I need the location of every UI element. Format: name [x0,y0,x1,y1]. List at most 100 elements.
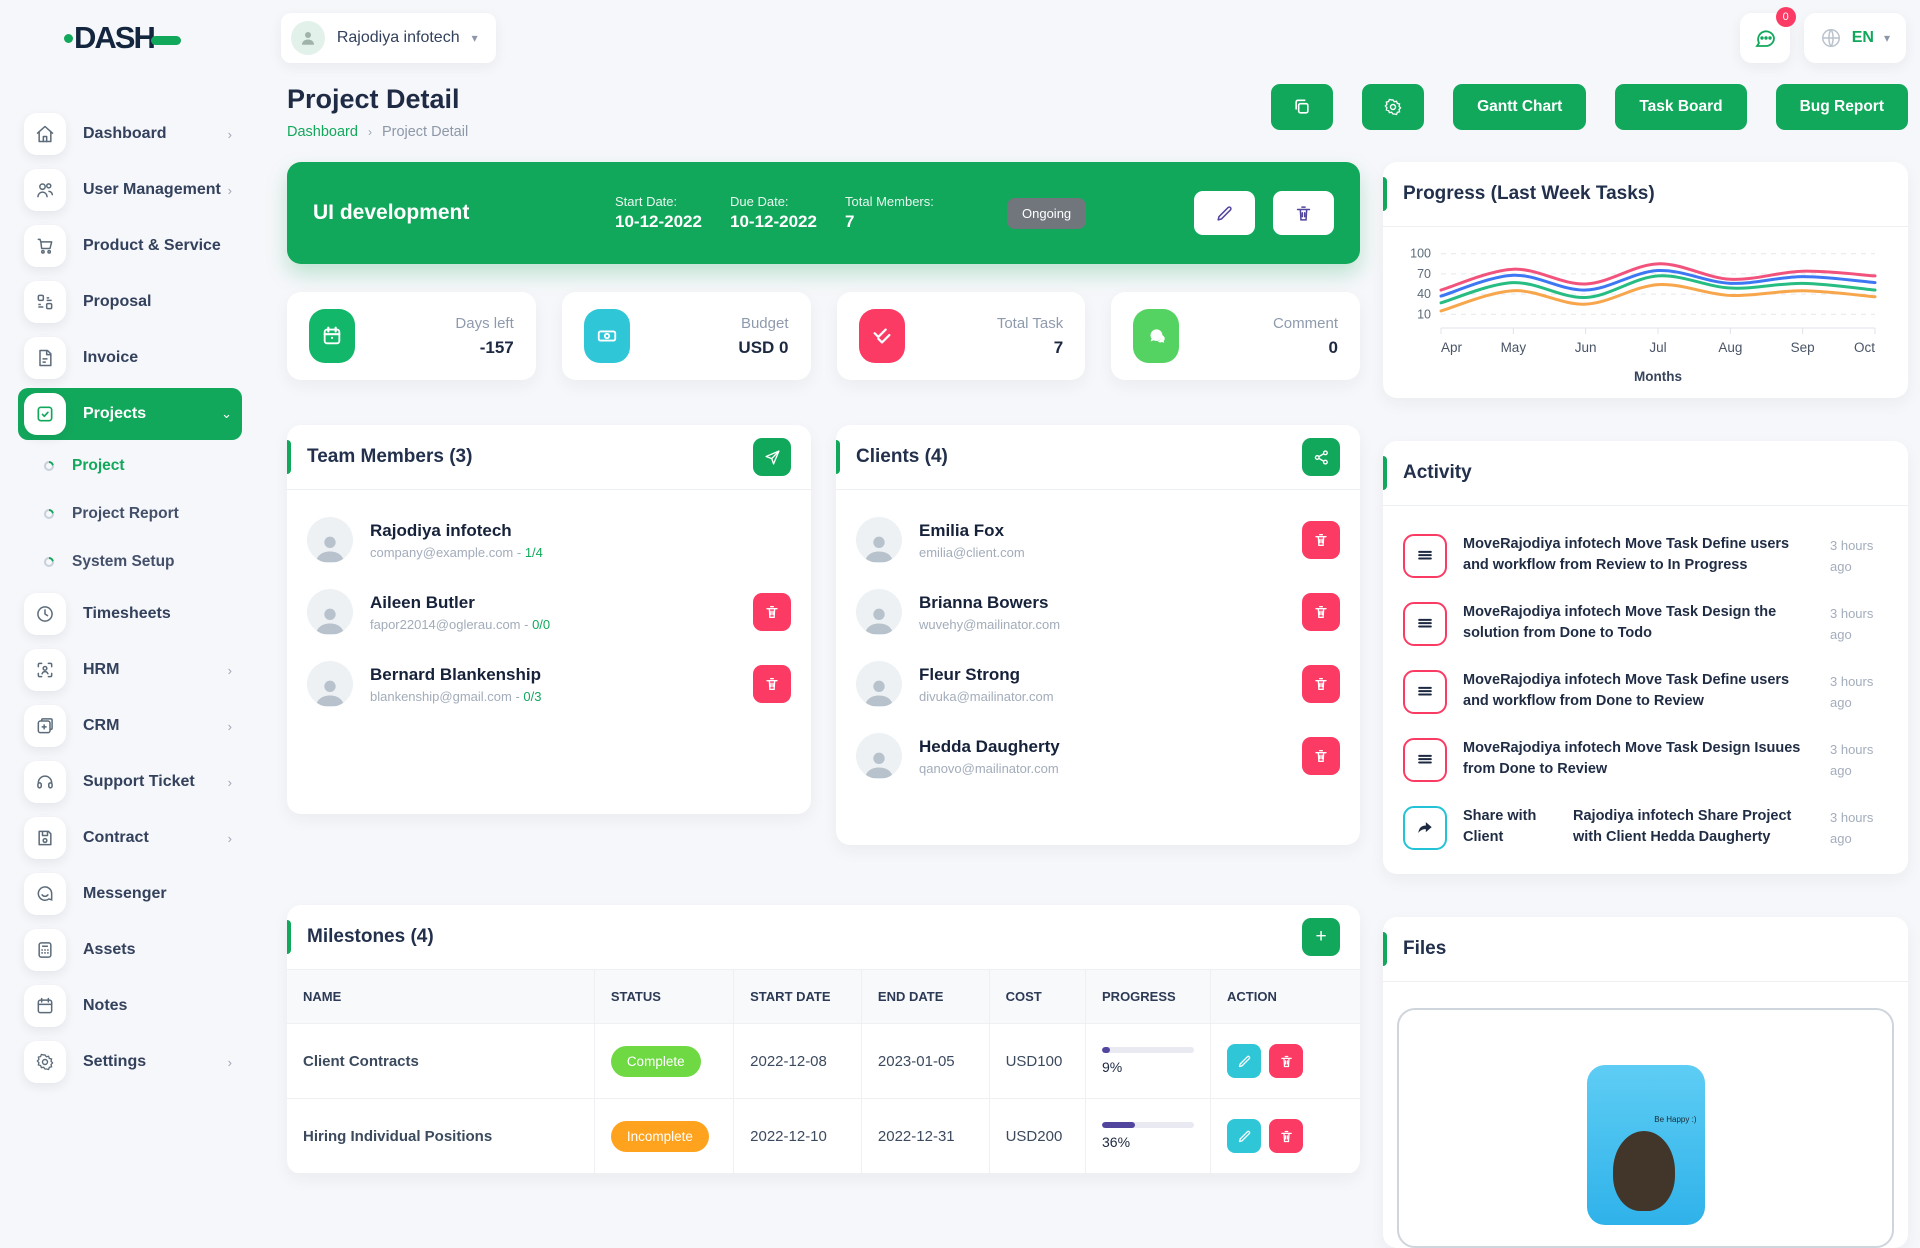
team-member-row: Bernard Blankenship blankenship@gmail.co… [307,648,791,720]
files-card: Files Be Happy :) [1383,917,1908,1248]
sidebar-item-contract[interactable]: Contract › [18,810,242,866]
pencil-icon [1238,1055,1250,1067]
sidebar-subitem-project[interactable]: Project [18,442,242,490]
copy-icon [1295,99,1309,114]
timestamp: 3 hours ago [1830,810,1874,846]
invite-member-button[interactable] [753,438,791,476]
project-settings-button[interactable] [1362,84,1425,130]
delete-milestone-button[interactable] [1269,1044,1304,1078]
sidebar-item-crm[interactable]: CRM › [18,698,242,754]
task-list-icon [1403,534,1447,578]
bullet-icon [44,557,54,567]
progress-bar [1102,1122,1195,1128]
remove-client-button[interactable] [1302,665,1340,703]
remove-client-button[interactable] [1302,521,1340,559]
task-list-icon [1403,602,1447,646]
sidebar-subitem-system-setup[interactable]: System Setup [18,538,242,586]
home-icon [24,113,66,155]
calculator-icon [24,929,66,971]
chat-icon [1133,309,1180,363]
team-members-card: Team Members (3) Rajodiya infotech compa… [287,425,811,814]
clients-title: Clients (4) [856,446,948,467]
duplicate-project-button[interactable] [1271,84,1334,130]
sidebar-item-product-service[interactable]: Product & Service [18,218,242,274]
language-selector[interactable]: EN ▾ [1803,13,1906,63]
edit-milestone-button[interactable] [1227,1119,1262,1153]
sidebar-item-projects[interactable]: Projects ⌄ [18,388,242,440]
money-icon [583,309,630,363]
clock-icon [24,593,66,635]
progress-chart-title: Progress (Last Week Tasks) [1403,183,1655,204]
activity-item: MoveRajodiya infotech Move Task Design t… [1403,590,1888,658]
sidebar-item-proposal[interactable]: Proposal [18,274,242,330]
breadcrumb: Dashboard › Project Detail [287,124,468,140]
remove-member-button[interactable] [753,593,791,631]
progress-bar [1102,1047,1195,1053]
thumbnail-figure [1612,1131,1675,1211]
trash-icon [766,606,778,618]
activity-item: Share with Client Rajodiya infotech Share… [1403,794,1888,862]
sidebar-subitem-project-report[interactable]: Project Report [18,490,242,538]
file-thumbnail[interactable]: Be Happy :) [1586,1065,1705,1225]
remove-client-button[interactable] [1302,737,1340,775]
add-milestone-button[interactable]: + [1302,918,1340,956]
check-square-icon [24,393,66,435]
sidebar-item-assets[interactable]: Assets [18,922,242,978]
activity-card: Activity MoveRajodiya infotech Move Task… [1383,441,1908,874]
remove-client-button[interactable] [1302,593,1340,631]
delete-milestone-button[interactable] [1269,1119,1304,1153]
task-board-button[interactable]: Task Board [1615,84,1747,130]
trash-icon [1280,1055,1292,1067]
svg-text:Oct: Oct [1854,340,1875,355]
edit-milestone-button[interactable] [1227,1044,1262,1078]
breadcrumb-current: Project Detail [381,124,469,140]
svg-text:Jun: Jun [1575,340,1597,355]
task-list-icon [1403,670,1447,714]
messages-button[interactable]: 0 [1739,7,1796,63]
remove-member-button[interactable] [753,665,791,703]
cart-icon [24,225,66,267]
sidebar-item-dashboard[interactable]: Dashboard › [18,106,242,162]
top-bar: DASH Rajodiya infotech ▾ 0 EN ▾ [0,0,1920,76]
avatar [856,661,902,707]
due-date-block: Due Date: 10-12-2022 [730,194,817,231]
bug-report-button[interactable]: Bug Report [1775,84,1908,130]
delete-project-button[interactable] [1273,191,1334,235]
sidebar-item-invoice[interactable]: Invoice [18,330,242,386]
timestamp: 3 hours ago [1830,606,1874,642]
share-client-button[interactable] [1302,438,1340,476]
sidebar-item-settings[interactable]: Settings › [18,1034,242,1090]
sidebar-item-timesheets[interactable]: Timesheets [18,586,242,642]
gantt-chart-button[interactable]: Gantt Chart [1453,84,1587,130]
trash-icon [1296,205,1311,221]
company-selector[interactable]: Rajodiya infotech ▾ [280,13,496,63]
sidebar-item-hrm[interactable]: HRM › [18,642,242,698]
proposal-icon [24,281,66,323]
gear-icon [24,1041,66,1083]
globe-icon [1821,29,1840,47]
double-check-icon [858,309,905,363]
status-badge: Incomplete [610,1120,709,1152]
trash-icon [1315,534,1327,546]
sidebar-item-notes[interactable]: Notes [18,978,242,1034]
sidebar-item-messenger[interactable]: Messenger [18,866,242,922]
edit-project-button[interactable] [1194,191,1255,235]
avatar [307,589,353,635]
stats-row: Days left -157 Budget USD 0 [287,292,1360,380]
sidebar-item-support-ticket[interactable]: Support Ticket › [18,754,242,810]
sidebar-item-user-management[interactable]: User Management › [18,162,242,218]
svg-text:100: 100 [1410,247,1431,261]
logo-text: DASH [74,20,156,55]
breadcrumb-dashboard-link[interactable]: Dashboard [287,124,358,140]
headset-icon [24,761,66,803]
avatar [856,733,902,779]
svg-text:40: 40 [1417,287,1431,301]
line-chart: 10 40 70 100 Apr May Jun Jul Aug Sep Oct Months [1383,227,1908,398]
client-row: Brianna Bowers wuvehy@mailinator.com [856,576,1340,648]
paper-plane-icon [764,449,780,465]
chevron-right-icon: › [227,1054,232,1070]
milestone-row: Hiring Individual Positions Incomplete 2… [287,1098,1360,1174]
milestones-table: NAME STATUS START DATE END DATE COST PRO… [287,969,1360,1174]
invoice-icon [24,337,66,379]
file-dropzone[interactable]: Be Happy :) [1397,1008,1894,1248]
